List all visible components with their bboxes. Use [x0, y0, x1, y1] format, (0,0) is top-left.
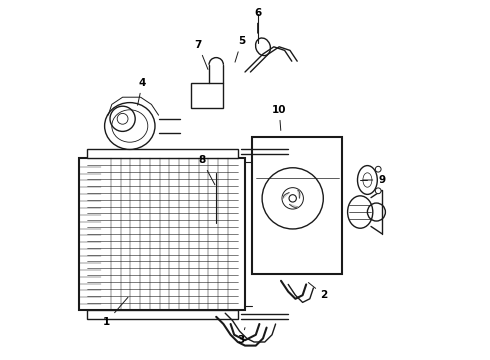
Ellipse shape — [347, 196, 373, 228]
Ellipse shape — [358, 166, 377, 194]
Text: 10: 10 — [272, 105, 287, 130]
Text: 9: 9 — [363, 175, 385, 185]
Text: 1: 1 — [103, 297, 128, 327]
Circle shape — [375, 166, 381, 172]
Text: 6: 6 — [254, 8, 261, 33]
Ellipse shape — [104, 103, 155, 149]
Bar — [87, 149, 238, 158]
Text: 3: 3 — [238, 328, 245, 345]
Bar — [252, 137, 342, 274]
Text: 2: 2 — [308, 283, 328, 300]
Text: 5: 5 — [235, 36, 245, 62]
Circle shape — [375, 188, 381, 194]
Polygon shape — [283, 193, 289, 198]
Text: 4: 4 — [138, 78, 146, 105]
Text: 7: 7 — [195, 40, 208, 69]
Ellipse shape — [256, 38, 270, 55]
Bar — [87, 310, 238, 319]
Bar — [191, 83, 223, 108]
Polygon shape — [298, 190, 300, 198]
Bar — [79, 158, 245, 310]
Text: 8: 8 — [198, 155, 215, 185]
Polygon shape — [290, 204, 297, 207]
